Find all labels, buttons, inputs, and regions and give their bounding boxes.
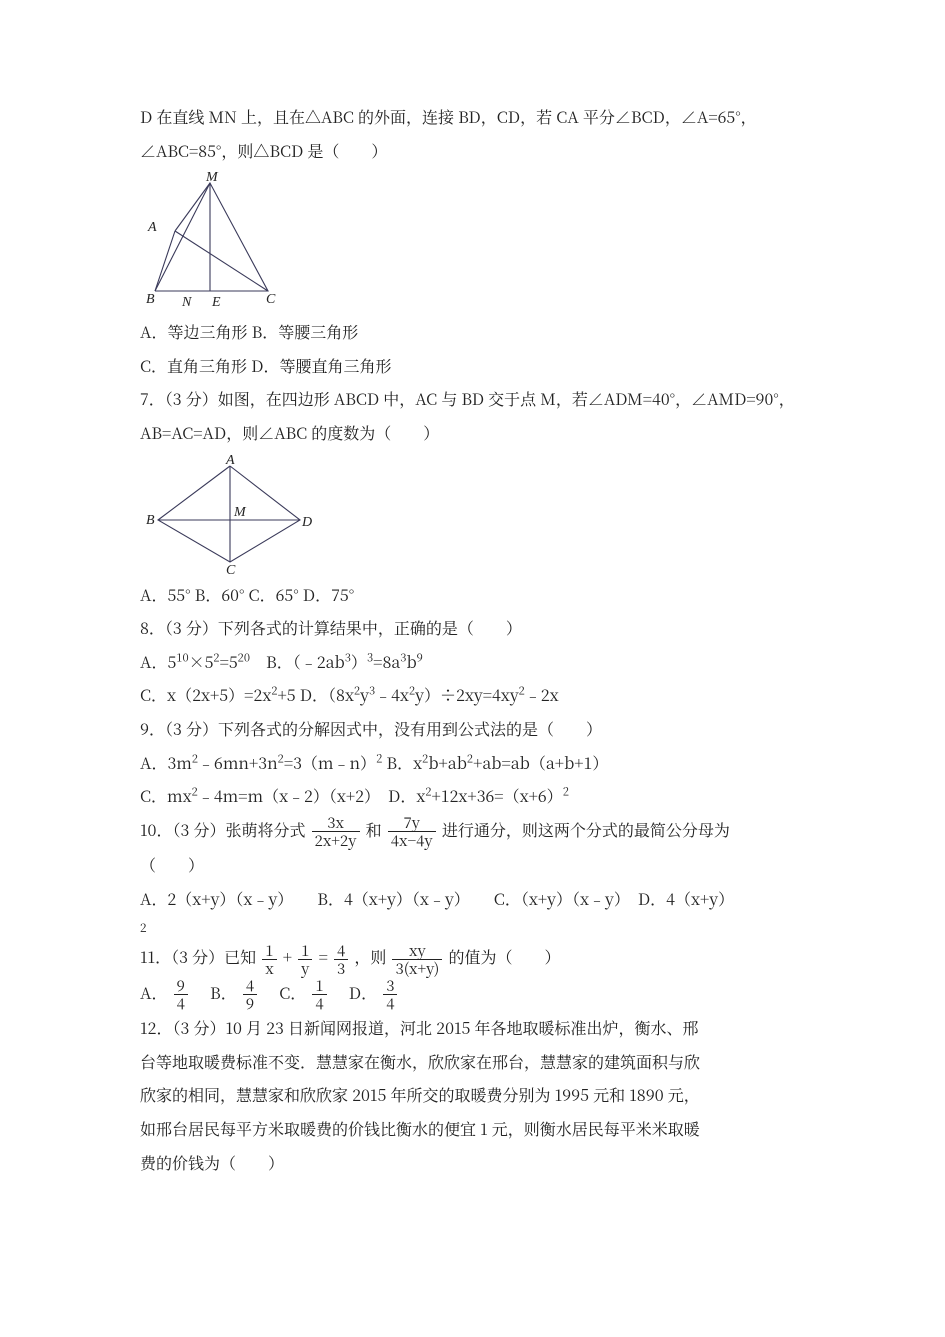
t: ） (351, 650, 367, 673)
q10-opts: A．2（x+y）（x﹣y） B．4（x+y）（x﹣y） C．（x+y）（x﹣y）… (140, 882, 805, 916)
t: ×5 (189, 650, 214, 673)
fraction: 3x2x+2y (312, 815, 360, 848)
q12-l2: 台等地取暖费标准不变．慧慧家在衡水，欣欣家在邢台，慧慧家的建筑面积与欣 (140, 1045, 805, 1079)
q9-stem: 9．（3 分）下列各式的分解因式中，没有用到公式法的是（ ） (140, 712, 805, 746)
fig7-C: C (226, 563, 236, 574)
fraction: 34 (383, 978, 397, 1011)
q6-opt-ab: A．等边三角形 B．等腰三角形 (140, 315, 805, 349)
s: 10 (176, 649, 188, 665)
q6-figure: M A B N E C (140, 171, 290, 311)
t: B．x (382, 751, 422, 774)
q11-stem: 11．（3 分）已知 1x + 1y = 43 ，则 xy3(x+y) 的值为（… (140, 940, 805, 975)
t: 10．（3 分）张萌将分式 (140, 818, 305, 841)
t: +5 D．（8x (278, 683, 354, 706)
q6-intro-2: ∠ABC=85°，则△BCD 是（ ） (140, 134, 805, 168)
t: D． (333, 981, 377, 1004)
fig-label-C: C (266, 292, 276, 307)
t: ﹣6mn+3n (198, 751, 278, 774)
fig-label-A: A (147, 220, 157, 235)
q10-paren: （ ） (140, 848, 805, 882)
den: 4 (383, 995, 397, 1011)
t: A．3m (140, 751, 192, 774)
s: 20 (238, 649, 250, 665)
t: =3（m﹣n） (284, 751, 376, 774)
t: C． (263, 981, 306, 1004)
q6-opt-cd: C．直角三角形 D．等腰直角三角形 (140, 349, 805, 383)
q8-opts-ab: A．510×52=520 B．（﹣2ab3）3=8a3b9 (140, 645, 805, 679)
t: 的值为（ ） (448, 945, 560, 968)
q8-stem: 8．（3 分）下列各式的计算结果中，正确的是（ ） (140, 611, 805, 645)
t: 和 (366, 818, 382, 841)
q7-opts: A．55° B．60° C．65° D．75° (140, 578, 805, 612)
t: 进行通分，则这两个分式的最简公分母为 (442, 818, 730, 841)
den: 4 (174, 995, 188, 1011)
fig-label-N: N (181, 295, 192, 310)
fraction: 1y (298, 943, 312, 976)
t: = (319, 945, 328, 968)
fig-label-B: B (146, 292, 155, 307)
fig-label-M: M (205, 171, 219, 185)
q10-opts-sup: 2 (140, 915, 805, 940)
t: B． (194, 981, 237, 1004)
fraction: 1x (262, 943, 276, 976)
t: C．x（2x+5）=2x (140, 683, 271, 706)
t: B．（﹣2ab (250, 650, 345, 673)
den: 9 (243, 995, 257, 1011)
t: +12x+36=（x+6） (432, 784, 563, 807)
den: 4x−4y (388, 832, 436, 848)
den: 3 (334, 960, 348, 976)
t: b+ab (428, 751, 467, 774)
fraction: xy3(x+y) (392, 943, 442, 976)
t: A．5 (140, 650, 176, 673)
t: ﹣4m=m（x﹣2）（x+2） D．x (198, 784, 426, 807)
t: =8a (373, 650, 400, 673)
fig-label-E: E (211, 295, 221, 310)
fig7-D: D (301, 515, 312, 530)
t: A． (140, 981, 168, 1004)
t: ﹣4x (375, 683, 409, 706)
q7-l2: AB=AC=AD，则∠ABC 的度数为（ ） (140, 416, 805, 450)
s: 9 (417, 649, 423, 665)
t: y (360, 683, 369, 706)
t: +ab=ab（a+b+1） (473, 751, 608, 774)
den: 4 (312, 995, 326, 1011)
q12-l3: 欣家的相同，慧慧家和欣欣家 2015 年所交的取暖费分别为 1995 元和 18… (140, 1078, 805, 1112)
fraction: 94 (174, 978, 188, 1011)
den: 3(x+y) (392, 960, 442, 976)
q12-l4: 如邢台居民每平方米取暖费的价钱比衡水的便宜 1 元，则衡水居民每平米米取暖 (140, 1112, 805, 1146)
den: x (262, 960, 276, 976)
fraction: 49 (243, 978, 257, 1011)
fraction: 7y4x−4y (388, 815, 436, 848)
q12-l5: 费的价钱为（ ） (140, 1146, 805, 1180)
t: 11．（3 分）已知 (140, 945, 256, 968)
t: ﹣2x (525, 683, 559, 706)
den: 2x+2y (312, 832, 360, 848)
q10-stem: 10．（3 分）张萌将分式 3x2x+2y 和 7y4x−4y 进行通分，则这两… (140, 813, 805, 848)
q11-opts: A． 94 B． 49 C． 14 D． 34 (140, 976, 805, 1011)
q7-l1: 7．（3 分）如图，在四边形 ABCD 中，AC 与 BD 交于点 M，若∠AD… (140, 382, 805, 416)
s: 2 (563, 784, 569, 800)
fraction: 43 (334, 943, 348, 976)
t: y）÷2xy=4xy (415, 683, 519, 706)
fig7-B: B (146, 513, 155, 528)
den: y (298, 960, 312, 976)
t: b (406, 650, 416, 673)
q8-opts-cd: C．x（2x+5）=2x2+5 D．（8x2y3﹣4x2y）÷2xy=4xy2﹣… (140, 678, 805, 712)
fig7-A: A (225, 454, 235, 468)
t: ，则 (354, 945, 386, 968)
q9-opts-ab: A．3m2﹣6mn+3n2=3（m﹣n）2 B．x2b+ab2+ab=ab（a+… (140, 746, 805, 780)
t: =5 (220, 650, 238, 673)
t: + (283, 945, 292, 968)
q9-opts-cd: C．mx2﹣4m=m（x﹣2）（x+2） D．x2+12x+36=（x+6）2 (140, 779, 805, 813)
t: C．mx (140, 784, 192, 807)
fig7-M: M (233, 505, 247, 520)
q12-l1: 12．（3 分）10 月 23 日新闻网报道，河北 2015 年各地取暖标准出炉… (140, 1011, 805, 1045)
fraction: 14 (312, 978, 326, 1011)
q7-figure: A B M D C (140, 454, 320, 574)
q6-intro-1: D 在直线 MN 上，且在△ABC 的外面，连接 BD，CD，若 CA 平分∠B… (140, 100, 805, 134)
